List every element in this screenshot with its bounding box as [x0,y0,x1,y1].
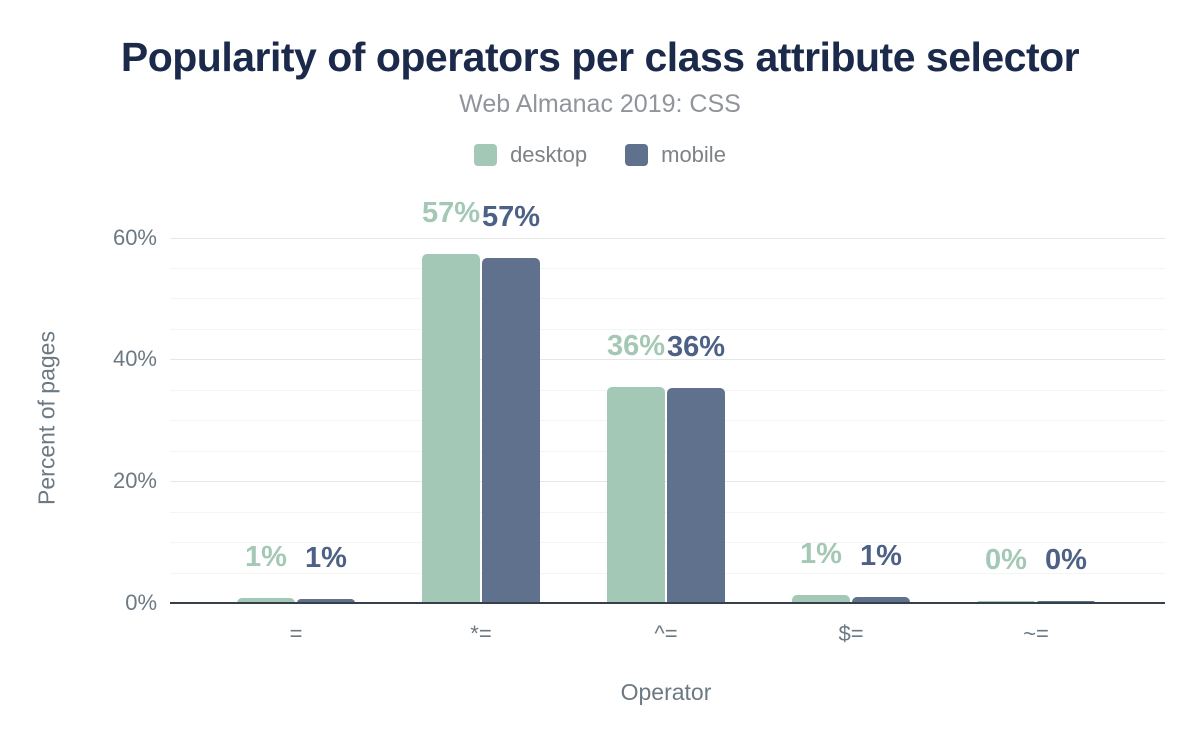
gridline-minor [170,268,1165,269]
value-label-mobile-2: 36% [666,331,726,363]
legend-item-desktop[interactable]: desktop [474,142,587,168]
y-tick-label: 20% [112,468,157,493]
y-tick-label: 0% [125,590,157,615]
value-label-mobile-3: 1% [860,540,902,572]
x-tick-label: $= [838,621,864,646]
bar-desktop-3[interactable] [792,595,850,603]
value-label-desktop-4: 0% [985,544,1027,576]
chart-title: Popularity of operators per class attrib… [120,34,1080,80]
bar-mobile-3[interactable] [852,597,910,603]
x-tick-label: ^= [654,621,678,646]
x-tick-label: ~= [1023,621,1049,646]
value-label-mobile-4: 0% [1045,544,1087,576]
gridline-minor [170,298,1165,299]
desktop-swatch-icon [474,144,498,166]
value-label-mobile-0: 1% [305,542,347,574]
chart-subtitle: Web Almanac 2019: CSS [459,90,741,118]
bar-mobile-2[interactable] [667,388,725,603]
value-label-desktop-2: 36% [606,330,666,362]
gridline-major [170,359,1165,360]
legend-label-desktop: desktop [510,142,588,167]
value-label-desktop-3: 1% [800,538,842,570]
value-label-mobile-1: 57% [481,201,541,233]
mobile-swatch-icon [625,144,649,166]
x-axis-line [170,602,1165,604]
y-tick-label: 60% [112,225,157,250]
value-label-desktop-1: 57% [421,197,481,229]
legend: desktop mobile [0,142,1200,168]
bar-mobile-1[interactable] [482,258,540,603]
legend-item-mobile[interactable]: mobile [625,142,726,168]
y-tick-label: 40% [112,346,157,371]
gridline-major [170,238,1165,239]
gridline-minor [170,329,1165,330]
x-tick-label: *= [470,621,492,646]
bar-desktop-1[interactable] [422,254,480,603]
bar-mobile-0[interactable] [297,599,355,603]
legend-label-mobile: mobile [661,142,726,167]
x-axis-title: Operator [620,679,712,705]
bar-desktop-0[interactable] [237,598,295,603]
bar-desktop-2[interactable] [607,387,665,603]
value-label-desktop-0: 1% [245,541,287,573]
x-tick-label: = [289,621,303,646]
